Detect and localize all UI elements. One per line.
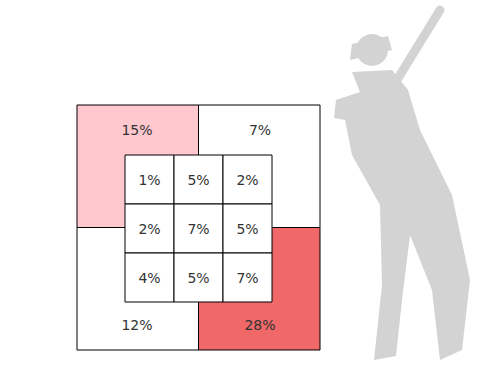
svg-text:5%: 5% (187, 270, 209, 286)
svg-text:5%: 5% (236, 221, 258, 237)
svg-text:7%: 7% (236, 270, 258, 286)
svg-text:28%: 28% (244, 317, 275, 333)
svg-text:1%: 1% (138, 172, 160, 188)
svg-text:4%: 4% (138, 270, 160, 286)
svg-text:15%: 15% (121, 122, 152, 138)
svg-text:5%: 5% (187, 172, 209, 188)
svg-text:7%: 7% (249, 122, 271, 138)
svg-text:12%: 12% (121, 317, 152, 333)
svg-text:2%: 2% (236, 172, 258, 188)
svg-text:7%: 7% (187, 221, 209, 237)
svg-text:2%: 2% (138, 221, 160, 237)
